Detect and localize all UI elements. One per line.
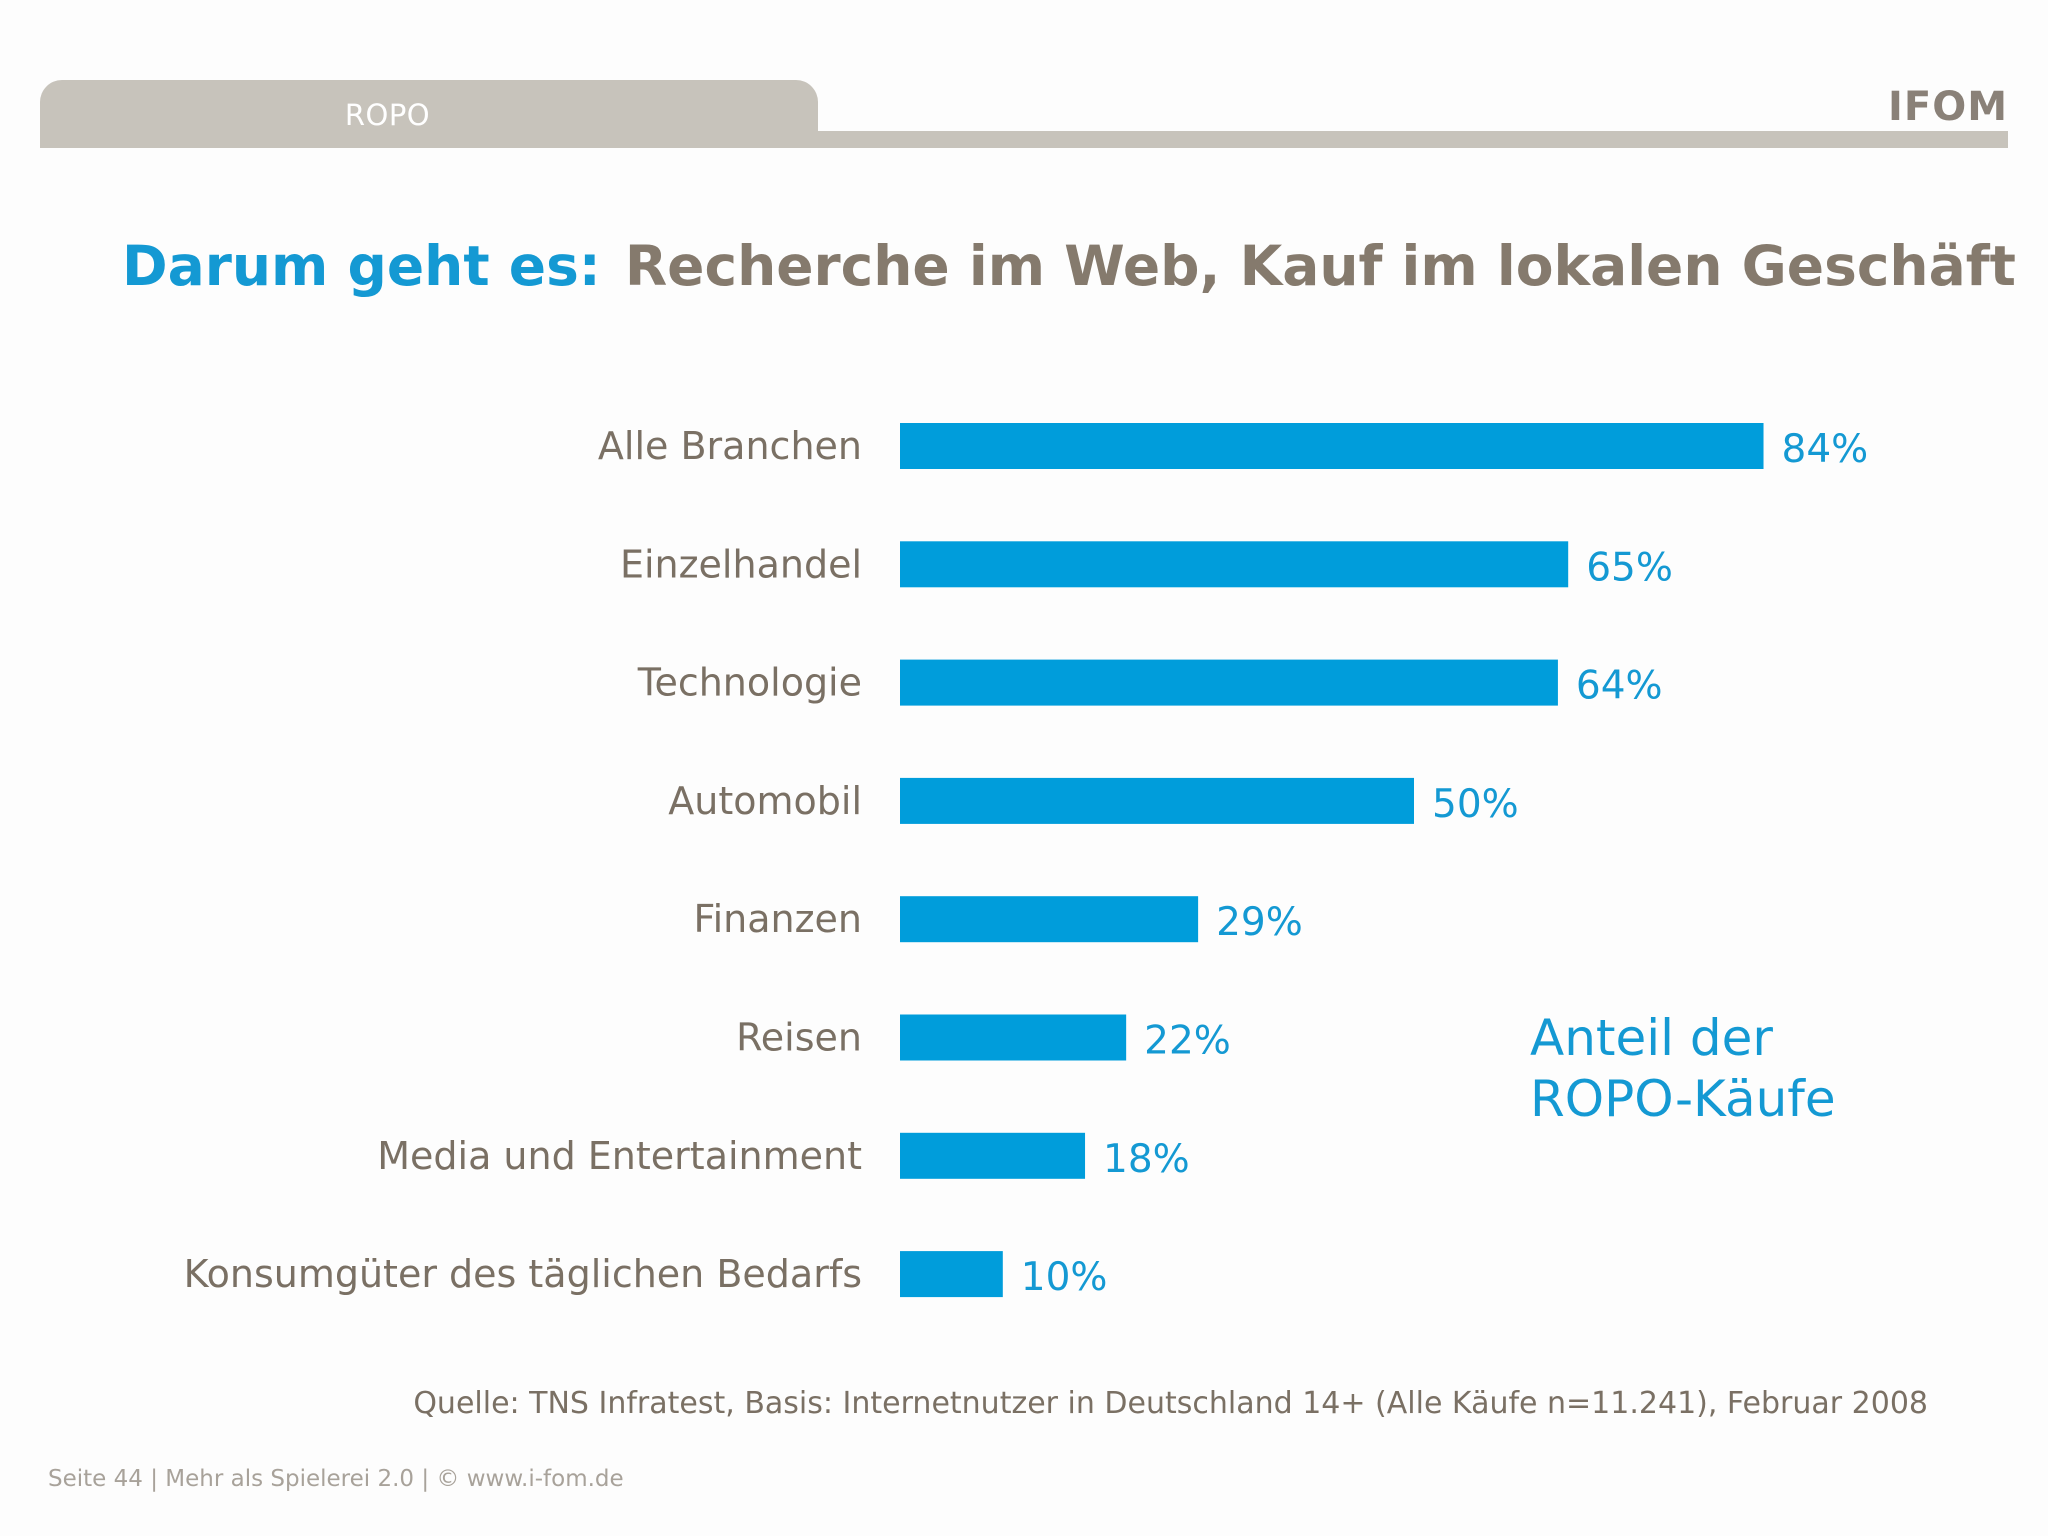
category-label-6: Media und Entertainment: [377, 1134, 862, 1178]
bar-7: [900, 1251, 1003, 1298]
ifom-logo: IFOM: [1887, 84, 2008, 130]
bar-2: [900, 659, 1558, 706]
annotation-line-1: Anteil der: [1530, 1009, 1773, 1067]
title-main: Recherche im Web, Kauf im lokalen Geschä…: [624, 234, 2016, 298]
value-label-3: 50%: [1432, 782, 1519, 827]
category-label-0: Alle Branchen: [598, 424, 862, 468]
bar-4: [900, 896, 1199, 943]
value-label-6: 18%: [1103, 1137, 1190, 1182]
bar-3: [900, 777, 1414, 824]
page-title: Darum geht es: Recherche im Web, Kauf im …: [122, 234, 2016, 298]
category-label-5: Reisen: [736, 1016, 862, 1060]
source-note: Quelle: TNS Infratest, Basis: Internetnu…: [413, 1386, 1928, 1421]
chart-annotation: Anteil der ROPO-Käufe: [1530, 1008, 1950, 1130]
category-label-2: Technologie: [637, 661, 862, 705]
header-tab-label: ROPO: [344, 98, 431, 132]
category-label-7: Konsumgüter des täglichen Bedarfs: [184, 1252, 862, 1296]
value-label-0: 84%: [1782, 427, 1869, 472]
title-prefix: Darum geht es:: [122, 234, 601, 298]
header-tab: [40, 80, 818, 148]
header-bar: [818, 131, 2008, 148]
category-label-3: Automobil: [668, 779, 862, 823]
bar-5: [900, 1014, 1127, 1061]
footer: Seite 44 | Mehr als Spielerei 2.0 | © ww…: [48, 1466, 624, 1492]
value-label-7: 10%: [1021, 1255, 1108, 1300]
bar-1: [900, 541, 1569, 588]
value-label-5: 22%: [1144, 1019, 1231, 1064]
value-label-1: 65%: [1586, 545, 1673, 590]
category-label-4: Finanzen: [693, 897, 862, 941]
value-label-4: 29%: [1216, 900, 1303, 945]
bar-0: [900, 423, 1764, 469]
category-label-1: Einzelhandel: [620, 542, 862, 586]
annotation-line-2: ROPO-Käufe: [1530, 1070, 1836, 1128]
bar-6: [900, 1132, 1086, 1179]
value-label-2: 64%: [1576, 664, 1663, 709]
